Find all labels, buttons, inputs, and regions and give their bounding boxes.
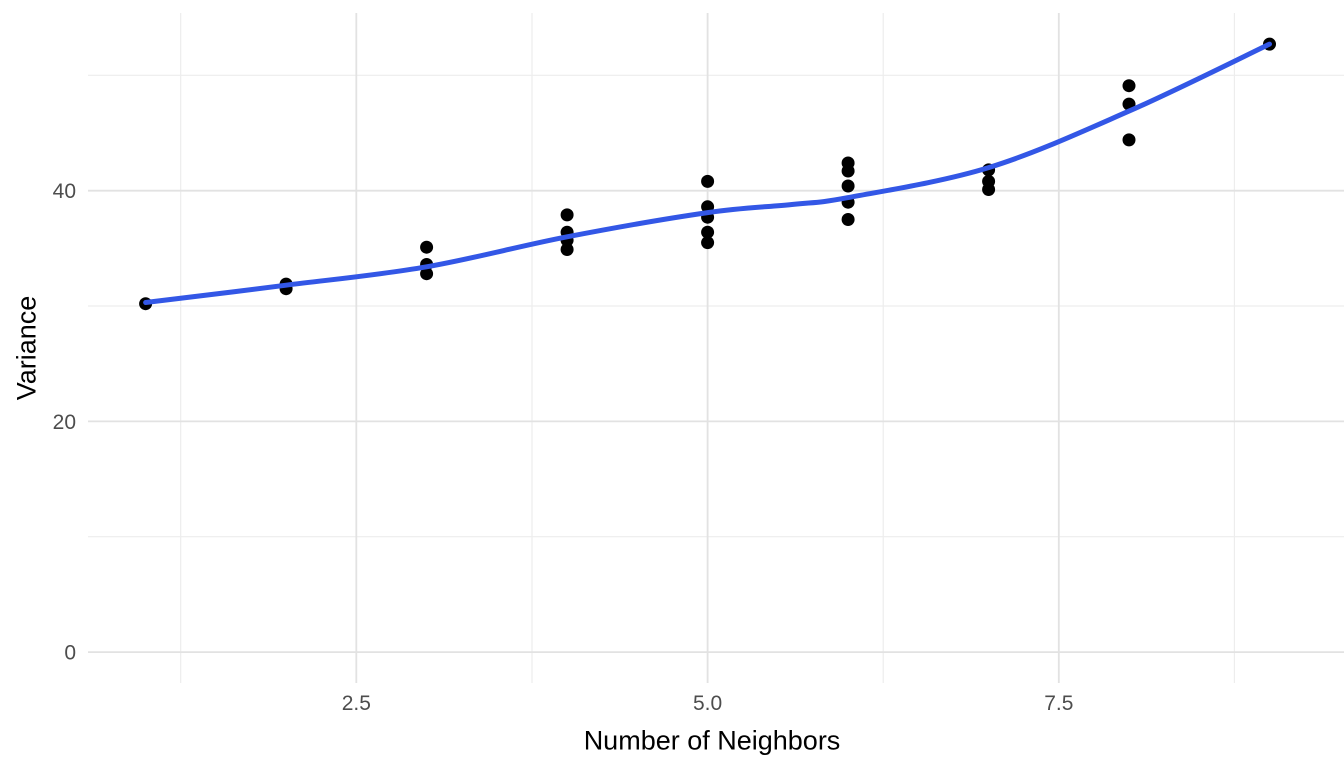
x-axis-title: Number of Neighbors [583, 725, 841, 756]
data-point [841, 164, 855, 178]
x-tick-label: 7.5 [1044, 692, 1073, 715]
data-point [560, 208, 574, 222]
y-tick-label: 20 [53, 411, 76, 434]
data-point [420, 267, 434, 281]
data-point [841, 213, 855, 226]
data-point [982, 183, 996, 196]
x-tick-label: 2.5 [342, 692, 371, 715]
y-tick-label: 40 [53, 180, 76, 203]
data-point [1122, 79, 1136, 93]
y-tick-label: 0 [64, 642, 76, 665]
y-axis-title: Variance [11, 295, 42, 401]
data-point [420, 240, 434, 254]
data-point [701, 174, 715, 188]
data-point [701, 236, 715, 250]
data-point [560, 243, 574, 256]
smooth-trend-line [143, 41, 1272, 305]
data-point [1122, 133, 1136, 147]
data-point [701, 225, 715, 239]
data-point [841, 179, 855, 193]
x-tick-label: 5.0 [693, 692, 722, 715]
